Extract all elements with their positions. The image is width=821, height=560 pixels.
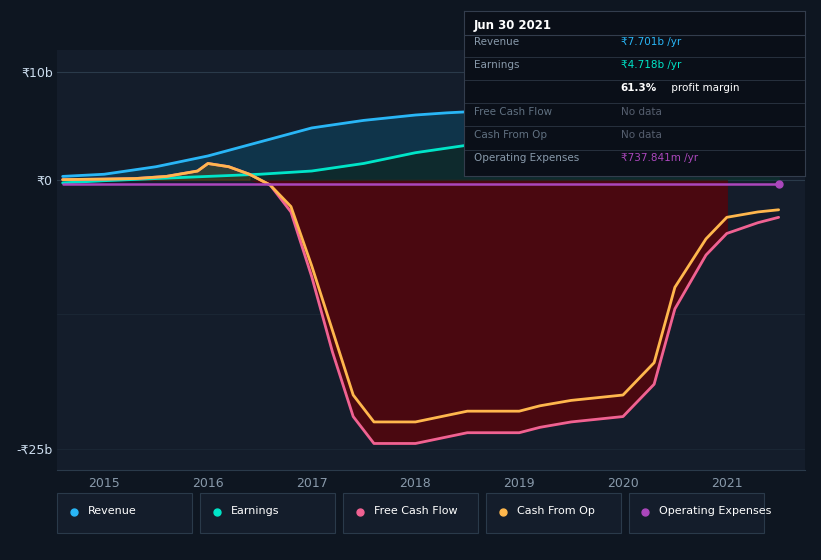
Text: Cash From Op: Cash From Op xyxy=(516,506,594,516)
Text: Earnings: Earnings xyxy=(474,60,520,70)
FancyBboxPatch shape xyxy=(486,493,621,533)
Text: profit margin: profit margin xyxy=(668,83,740,94)
FancyBboxPatch shape xyxy=(629,493,764,533)
Text: ₹7.701b /yr: ₹7.701b /yr xyxy=(621,37,681,47)
FancyBboxPatch shape xyxy=(200,493,335,533)
Text: Free Cash Flow: Free Cash Flow xyxy=(374,506,457,516)
Text: ₹4.718b /yr: ₹4.718b /yr xyxy=(621,60,681,70)
Text: ₹737.841m /yr: ₹737.841m /yr xyxy=(621,153,698,163)
Text: Revenue: Revenue xyxy=(474,37,519,47)
Text: Operating Expenses: Operating Expenses xyxy=(474,153,580,163)
Text: Free Cash Flow: Free Cash Flow xyxy=(474,106,553,116)
Text: No data: No data xyxy=(621,106,662,116)
Text: Cash From Op: Cash From Op xyxy=(474,130,547,140)
FancyBboxPatch shape xyxy=(57,493,192,533)
Text: Jun 30 2021: Jun 30 2021 xyxy=(474,20,552,32)
Text: No data: No data xyxy=(621,130,662,140)
Text: Operating Expenses: Operating Expenses xyxy=(659,506,772,516)
Text: 61.3%: 61.3% xyxy=(621,83,657,94)
Text: Revenue: Revenue xyxy=(89,506,137,516)
Text: Earnings: Earnings xyxy=(231,506,280,516)
FancyBboxPatch shape xyxy=(343,493,478,533)
